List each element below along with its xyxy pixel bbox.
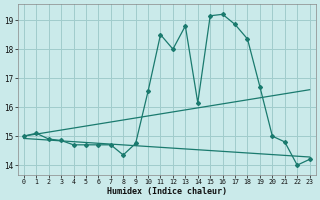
- X-axis label: Humidex (Indice chaleur): Humidex (Indice chaleur): [107, 187, 227, 196]
